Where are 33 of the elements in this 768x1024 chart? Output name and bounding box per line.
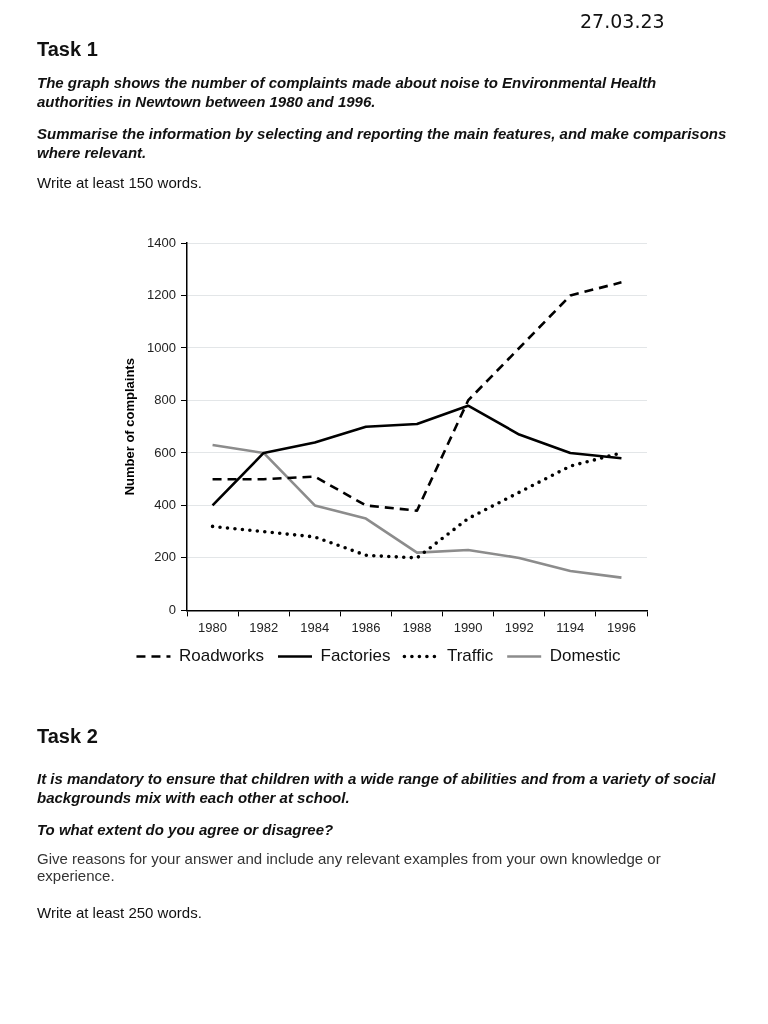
x-tick-label: 1984 (300, 619, 330, 635)
line-series (211, 281, 623, 512)
x-tick-label: 1990 (453, 619, 483, 635)
legend-label: Domestic (549, 646, 622, 666)
text: To what extent do you agree or disagree? (37, 820, 335, 839)
y-tick-label: 800 (154, 392, 176, 408)
legend-label: Traffic (446, 646, 494, 666)
x-tick-label: 1986 (351, 619, 381, 635)
text: The graph shows the number of complaints made about noise to Environmental Health authorities in Newtown between 1980 and 1996. (37, 73, 658, 111)
y-tick-label: 1200 (147, 287, 176, 303)
text: Write at least 150 words. (37, 174, 202, 192)
text: It is mandatory to ensure that children with a wide range of abilities and from a variety of social backgrounds mix with each other at school. (37, 769, 717, 807)
text: Write at least 250 words. (37, 904, 202, 922)
x-tick-label: 1982 (249, 619, 279, 635)
text: Task 2 (37, 725, 98, 747)
text: Task 1 (37, 38, 98, 60)
y-tick-label: 1400 (147, 234, 176, 250)
legend-label: Roadworks (178, 646, 265, 666)
y-axis-title: Number of complaints (122, 358, 138, 496)
y-tick-label: 200 (154, 549, 176, 565)
text: Give reasons for your answer and include any relevant examples from your own knowledge or experience. (37, 850, 662, 884)
x-tick-label: 1988 (402, 619, 432, 635)
y-tick-label: 0 (168, 601, 176, 617)
x-tick-label: 1980 (198, 619, 228, 635)
y-tick-label: 600 (154, 444, 176, 460)
text: 27.03.23 (580, 9, 665, 33)
legend-label: Factories (320, 646, 391, 666)
x-tick-label: 1194 (556, 619, 585, 635)
x-tick-label: 1992 (504, 619, 534, 635)
x-tick-label: 1996 (606, 619, 636, 635)
text: Summarise the information by selecting and reporting the main features, and make comparisons where relevant. (37, 124, 728, 162)
y-tick-label: 1000 (147, 339, 176, 355)
y-tick-label: 400 (154, 497, 176, 513)
